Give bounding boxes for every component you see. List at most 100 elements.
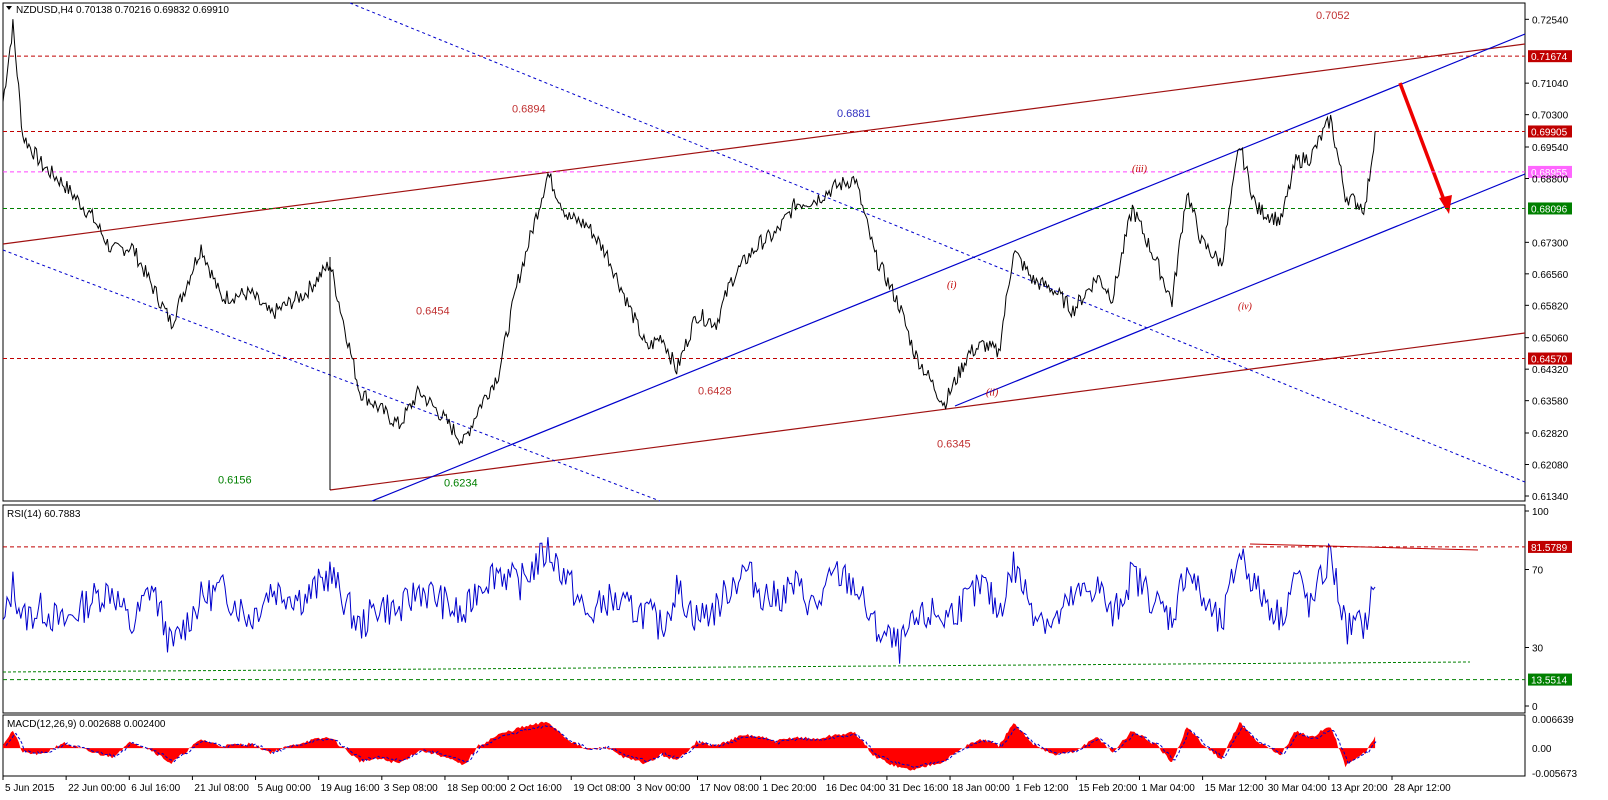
- price-annotation: 0.6428: [698, 386, 732, 398]
- time-tick-label: 15 Feb 20:00: [1078, 783, 1137, 794]
- wave-label: (iii): [1132, 164, 1148, 175]
- price-tick-label: 0.62820: [1532, 429, 1569, 440]
- time-tick-label: 3 Sep 08:00: [384, 783, 438, 794]
- rsi-header: RSI(14) 60.7883: [7, 509, 81, 520]
- price-series: [2, 19, 1376, 446]
- level-box: [1528, 125, 1572, 138]
- rsi-series: [2, 537, 1376, 664]
- macd-tick-label: 0.00: [1532, 744, 1552, 755]
- time-tick-label: 19 Oct 08:00: [573, 783, 631, 794]
- level-box: [1528, 352, 1572, 365]
- symbol-dropdown-icon[interactable]: [6, 6, 12, 10]
- price-tick-label: 0.68800: [1532, 174, 1569, 185]
- macd-tick-label: -0.005673: [1532, 769, 1577, 780]
- level-label: 0.64570: [1531, 355, 1568, 366]
- macd-tick-label: 0.006639: [1532, 715, 1574, 726]
- rsi-axis: 100 70 30 0 81.5789 13.5514: [2, 507, 1572, 713]
- level-label: 0.68096: [1531, 204, 1568, 215]
- rsi-pane-frame: [2, 504, 1526, 714]
- level-lines: 0.71674 0.69905 0.68955 0.68096 0.64570: [3, 50, 1572, 366]
- time-tick-label: 21 Jul 08:00: [194, 783, 249, 794]
- time-tick-label: 2 Oct 16:00: [510, 783, 562, 794]
- time-tick-label: 5 Aug 00:00: [258, 783, 312, 794]
- macd-header: MACD(12,26,9) 0.002688 0.002400: [7, 719, 166, 730]
- price-pane-frame: [2, 2, 1526, 502]
- macd-histogram: [3, 721, 1376, 771]
- time-axis: 5 Jun 2015 22 Jun 00:00 6 Jul 16:00 21 Jul …: [2, 776, 1451, 794]
- price-tick-label: 0.64320: [1532, 365, 1569, 376]
- macd-axis: 0.006639 0.00 -0.005673: [1532, 715, 1577, 780]
- rsi-tick-label: 0: [1532, 702, 1538, 713]
- price-annotation: 0.6345: [937, 438, 971, 450]
- lower-brown-trendline[interactable]: [329, 332, 1526, 491]
- rsi-level-box: [1528, 673, 1572, 686]
- rsi-tick-label: 100: [1532, 507, 1549, 518]
- time-tick-label: 6 Jul 16:00: [131, 783, 180, 794]
- symbol-header: NZDUSD,H4 0.70138 0.70216 0.69832 0.6991…: [16, 5, 229, 16]
- macd-signal-line: [5, 725, 1377, 768]
- price-line: [2, 19, 1376, 446]
- time-tick-label: 16 Dec 04:00: [826, 783, 886, 794]
- price-tick-label: 0.70300: [1532, 111, 1569, 122]
- price-tick-label: 0.72540: [1532, 15, 1569, 26]
- price-axis: 0.72540 0.71040 0.70300 0.69540 0.68800 0.673…: [1525, 15, 1569, 503]
- level-box: [1528, 165, 1572, 178]
- price-tick-label: 0.65060: [1532, 334, 1569, 345]
- time-tick-label: 30 Mar 04:00: [1268, 783, 1327, 794]
- rsi-level-box: [1528, 540, 1572, 553]
- price-annotation: 0.6156: [218, 475, 252, 487]
- time-tick-label: 18 Sep 00:00: [447, 783, 507, 794]
- price-annotation: 0.6454: [416, 306, 450, 318]
- red-forecast-arrow-shaft: [1398, 82, 1449, 209]
- time-tick-label: 5 Jun 2015: [5, 783, 55, 794]
- rsi-level-label: 81.5789: [1531, 543, 1568, 554]
- price-tick-label: 0.62080: [1532, 461, 1569, 472]
- price-annotation: 0.7052: [1316, 10, 1350, 22]
- rsi-tick-label: 70: [1532, 566, 1544, 577]
- macd-series: [3, 721, 1377, 771]
- rsi-level-label: 13.5514: [1531, 676, 1568, 687]
- lower-blue-channel-line[interactable]: [954, 173, 1526, 407]
- time-tick-label: 31 Dec 16:00: [889, 783, 949, 794]
- price-annotations: 0.7052 0.6894 0.6881 0.6454 0.6428 0.6345 0.61…: [218, 10, 1350, 490]
- wave-label: (iv): [1238, 302, 1253, 313]
- level-label: 0.71674: [1531, 52, 1568, 63]
- price-tick-label: 0.69540: [1532, 143, 1569, 154]
- price-annotation: 0.6234: [444, 478, 478, 490]
- trendline-layer: [2, 2, 1526, 502]
- price-tick-label: 0.63580: [1532, 397, 1569, 408]
- price-tick-label: 0.67300: [1532, 238, 1569, 249]
- price-annotation: 0.6894: [512, 104, 546, 116]
- time-tick-label: 1 Mar 04:00: [1141, 783, 1195, 794]
- price-tick-label: 0.71040: [1532, 79, 1569, 90]
- level-box: [1528, 50, 1572, 63]
- time-tick-label: 17 Nov 08:00: [700, 783, 760, 794]
- time-tick-label: 22 Jun 00:00: [68, 783, 126, 794]
- rsi-tick-label: 30: [1532, 644, 1544, 655]
- level-label: 0.68955: [1531, 168, 1568, 179]
- time-tick-label: 3 Nov 00:00: [636, 783, 690, 794]
- time-tick-label: 15 Mar 12:00: [1205, 783, 1264, 794]
- level-label: 0.69905: [1531, 127, 1568, 138]
- rsi-line: [2, 537, 1376, 664]
- time-tick-label: 18 Jan 00:00: [952, 783, 1010, 794]
- red-forecast-arrow-head: [1439, 195, 1452, 214]
- price-tick-label: 0.65820: [1532, 301, 1569, 312]
- time-tick-label: 19 Aug 16:00: [321, 783, 380, 794]
- time-tick-label: 1 Dec 20:00: [763, 783, 817, 794]
- rsi-support-line: [2, 661, 1471, 673]
- upper-blue-channel-line[interactable]: [371, 33, 1526, 502]
- price-tick-label: 0.61340: [1532, 492, 1569, 503]
- blue-dashed-diagonal-upper[interactable]: [349, 2, 1526, 483]
- time-tick-label: 28 Apr 12:00: [1394, 783, 1451, 794]
- level-box: [1528, 202, 1572, 215]
- wave-label: (ii): [986, 388, 999, 399]
- time-tick-label: 13 Apr 20:00: [1331, 783, 1388, 794]
- price-tick-label: 0.66560: [1532, 270, 1569, 281]
- time-tick-label: 1 Feb 12:00: [1015, 783, 1069, 794]
- wave-label: (i): [947, 280, 957, 291]
- upper-brown-trendline[interactable]: [2, 43, 1526, 245]
- price-annotation: 0.6881: [837, 108, 871, 120]
